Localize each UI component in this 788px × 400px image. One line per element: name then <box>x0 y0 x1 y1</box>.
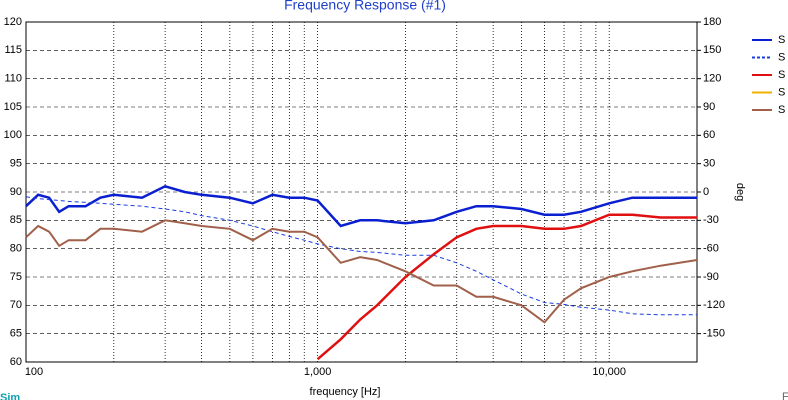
y-tick-label: 75 <box>10 271 22 283</box>
legend-label: S <box>778 69 785 81</box>
y-tick-label: 85 <box>10 214 22 226</box>
series-line <box>25 184 697 228</box>
y-tick-label: 90 <box>10 186 22 198</box>
x-axis-label: frequency [Hz] <box>310 386 381 398</box>
x-tick-label: 100 <box>25 366 43 378</box>
y2-tick-label: 90 <box>703 101 715 113</box>
y2-tick-label: 150 <box>703 44 721 56</box>
y2-tick-label: -30 <box>703 214 719 226</box>
legend-label: S <box>778 51 785 63</box>
y-tick-label: 105 <box>4 101 22 113</box>
legend-label: S <box>778 86 785 98</box>
y2-axis-label: deg <box>734 183 746 201</box>
y2-tick-label: -120 <box>703 299 725 311</box>
y2-tick-label: -90 <box>703 271 719 283</box>
y-tick-label: 115 <box>4 44 22 56</box>
plot-area <box>25 21 698 363</box>
y-tick-label: 80 <box>10 243 22 255</box>
y2-tick-label: -60 <box>703 243 719 255</box>
x-tick-label: 10,000 <box>592 366 626 378</box>
y-tick-label: 70 <box>10 299 22 311</box>
y2-tick-label: 30 <box>703 158 715 170</box>
y2-tick-label: 120 <box>703 73 721 85</box>
series-line <box>316 213 697 361</box>
y-tick-label: 120 <box>4 16 22 28</box>
chart-title: Frequency Response (#1) <box>284 0 446 13</box>
y2-tick-label: -150 <box>703 328 725 340</box>
y2-tick-label: 0 <box>703 186 709 198</box>
y2-tick-label: 180 <box>703 16 721 28</box>
y-tick-label: 100 <box>4 129 22 141</box>
corner-text: F <box>782 391 788 400</box>
y2-tick-label: 60 <box>703 129 715 141</box>
legend-label: S <box>778 104 785 116</box>
series-line <box>25 219 698 324</box>
y-tick-label: 60 <box>10 356 22 368</box>
legend-label: S <box>778 34 785 46</box>
y-tick-label: 95 <box>10 158 22 170</box>
annotation: Sim <box>0 392 20 400</box>
x-tick-label: 1,000 <box>304 366 332 378</box>
y-tick-label: 110 <box>4 73 22 85</box>
y-tick-label: 65 <box>10 328 22 340</box>
series-line <box>25 196 697 316</box>
